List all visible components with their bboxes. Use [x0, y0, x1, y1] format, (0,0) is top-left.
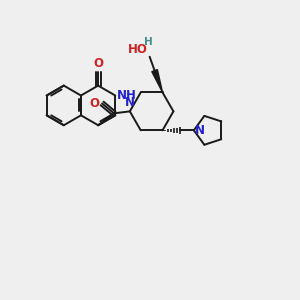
Text: N: N: [125, 96, 135, 110]
Text: O: O: [93, 57, 103, 70]
Text: HO: HO: [128, 43, 148, 56]
Polygon shape: [152, 70, 163, 92]
Text: N: N: [195, 124, 205, 137]
Text: O: O: [89, 97, 99, 110]
Text: H: H: [144, 37, 153, 47]
Text: NH: NH: [117, 89, 137, 102]
